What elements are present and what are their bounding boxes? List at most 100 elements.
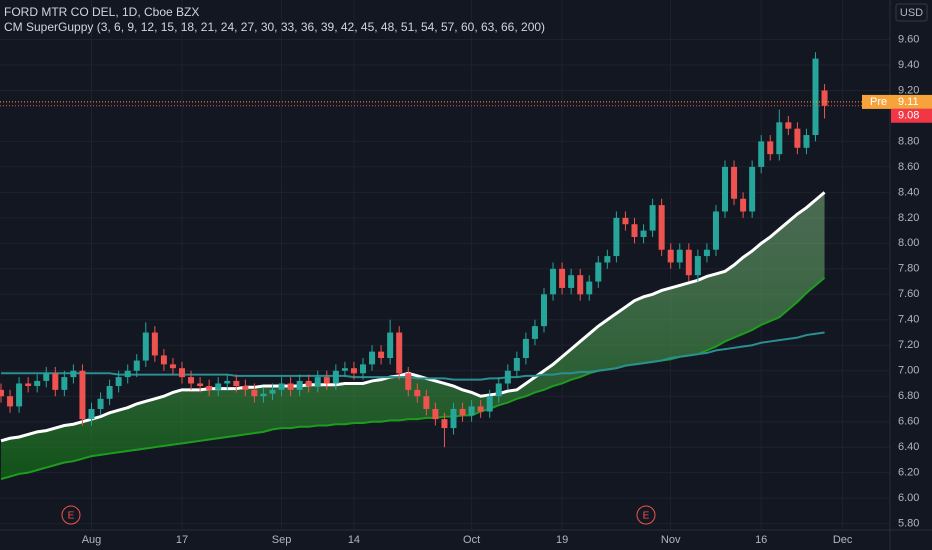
candle-body (586, 281, 593, 295)
candle-body (115, 377, 122, 387)
candle-body (341, 368, 348, 371)
guppy-line (0, 191, 826, 443)
candle-body (7, 396, 14, 407)
candle-body (124, 370, 131, 378)
candle-body (712, 211, 719, 250)
candle-body (296, 380, 303, 390)
candle-body (61, 377, 68, 390)
candle-body (215, 383, 222, 390)
y-tick-label: 5.80 (898, 518, 919, 530)
candle-body (459, 408, 466, 416)
candle-body (740, 198, 747, 212)
candle-body (369, 351, 376, 365)
x-tick-label: Dec (833, 534, 853, 546)
candle-body (495, 383, 502, 397)
y-tick-label: 8.60 (898, 161, 919, 173)
pre-market-value: 9.11 (898, 96, 919, 108)
candle-body (79, 370, 86, 420)
candle-body (803, 135, 810, 148)
y-tick-label: 9.60 (898, 33, 919, 45)
candle-body (658, 205, 665, 250)
earnings-label[interactable]: E (68, 511, 75, 522)
x-tick-label: 19 (556, 534, 568, 546)
candle-body (504, 370, 511, 384)
earnings-marker[interactable] (636, 505, 656, 525)
earnings-label[interactable]: E (643, 511, 650, 522)
candle-body (25, 383, 32, 387)
candle-body (269, 389, 276, 394)
candle-body (794, 128, 801, 148)
candle-body (758, 141, 765, 167)
y-tick-label: 6.60 (898, 416, 919, 428)
candle-body (179, 368, 185, 378)
candle-body (224, 380, 231, 384)
candle-body (360, 364, 366, 374)
candle-body (441, 419, 448, 429)
y-tick-label: 8.40 (898, 186, 919, 198)
candle-body (577, 275, 584, 295)
candle-body (631, 224, 638, 237)
candle-body (97, 398, 104, 409)
candle-body (776, 122, 783, 155)
candle-body (767, 141, 774, 155)
candle-body (622, 217, 629, 225)
candle-body (785, 122, 792, 129)
y-tick-label: 8.20 (898, 212, 919, 224)
candle-body (151, 332, 158, 356)
axes: 5.80 6.00 6.20 6.40 6.60 6.80 7.00 7.20 7.40 7.60… (82, 33, 920, 546)
candle-body (423, 396, 430, 409)
y-tick-label: 7.80 (898, 263, 919, 275)
candle-body (169, 364, 176, 369)
y-tick-label: 6.80 (898, 390, 919, 402)
candle-body (812, 58, 819, 136)
candle-body (323, 377, 330, 384)
pre-market-label: Pre (870, 96, 887, 108)
earnings-marker[interactable] (61, 505, 81, 525)
plot-area (0, 52, 890, 481)
x-tick-label: 16 (755, 534, 767, 546)
candle-body (550, 268, 557, 295)
candle-body (34, 380, 41, 387)
y-tick-label: 7.40 (898, 314, 919, 326)
candle-body (88, 408, 95, 420)
currency-box[interactable] (895, 3, 928, 22)
y-tick-label: 6.00 (898, 492, 919, 504)
candle-body (477, 406, 484, 412)
candle-body (685, 249, 692, 276)
last-price-badge (891, 108, 932, 123)
candle-body (16, 383, 23, 407)
guppy-line (1, 331, 825, 381)
candle-body (468, 406, 475, 416)
candle-body (188, 377, 195, 384)
candle-body (450, 408, 457, 429)
currency[interactable]: USD (900, 7, 923, 19)
candle-body (522, 338, 529, 359)
x-tick-label: 14 (348, 534, 360, 546)
x-tick-label: Oct (463, 534, 480, 546)
y-tick-label: 7.00 (898, 365, 919, 377)
candle-body (160, 355, 167, 365)
candle-body (694, 256, 701, 276)
candle-body (332, 370, 339, 384)
candle-body (305, 380, 312, 387)
candle-body (387, 332, 394, 359)
candle-body (405, 373, 412, 390)
y-tick-label: 8.00 (898, 237, 919, 249)
chart-title: FORD MTR CO DEL, 1D, Cboe BZX (4, 5, 199, 19)
candle-body (242, 386, 249, 390)
y-tick-label: 9.40 (898, 59, 919, 71)
candle-body (486, 396, 493, 412)
candle-body (52, 373, 59, 390)
candle-body (513, 358, 520, 371)
candle-body (133, 360, 140, 371)
candle-body (378, 351, 385, 359)
candle-body (749, 166, 756, 212)
candle-body (541, 294, 547, 327)
y-tick-label: 9.20 (898, 84, 919, 96)
candle-body (604, 256, 611, 263)
candle-body (314, 377, 321, 387)
candle-body (613, 217, 620, 257)
y-tick-label: 6.20 (898, 467, 919, 479)
candle-body (206, 386, 213, 390)
